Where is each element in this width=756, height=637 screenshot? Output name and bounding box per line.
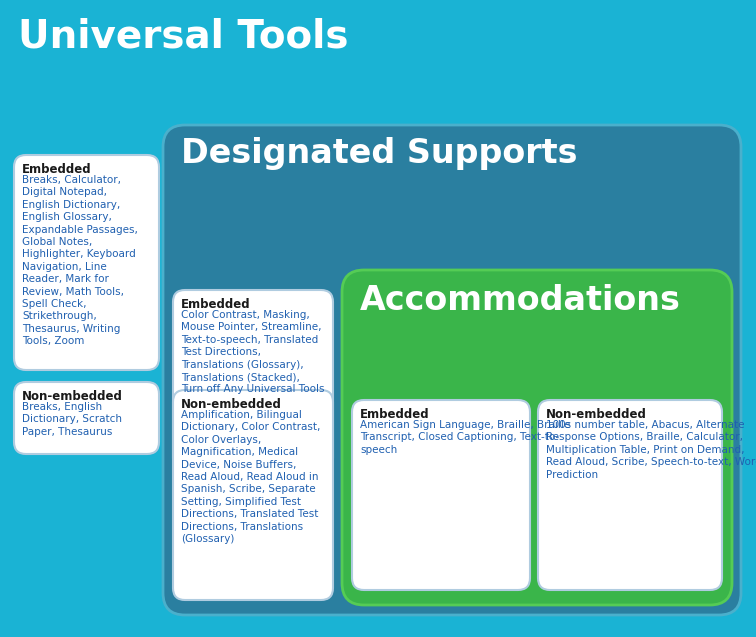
Text: Embedded: Embedded <box>181 298 251 311</box>
Text: Accommodations: Accommodations <box>360 284 681 317</box>
Text: American Sign Language, Braille, Braille
Transcript, Closed Captioning, Text-to-: American Sign Language, Braille, Braille… <box>360 420 570 455</box>
Text: Universal Tools: Universal Tools <box>18 18 349 56</box>
FancyBboxPatch shape <box>5 5 751 632</box>
FancyBboxPatch shape <box>173 290 333 470</box>
FancyBboxPatch shape <box>14 382 159 454</box>
FancyBboxPatch shape <box>173 390 333 600</box>
Text: Non-embedded: Non-embedded <box>546 408 647 421</box>
Text: Breaks, Calculator,
Digital Notepad,
English Dictionary,
English Glossary,
Expan: Breaks, Calculator, Digital Notepad, Eng… <box>22 175 138 346</box>
Text: 100s number table, Abacus, Alternate
Response Options, Braille, Calculator,
Mult: 100s number table, Abacus, Alternate Res… <box>546 420 756 480</box>
FancyBboxPatch shape <box>342 270 732 605</box>
Text: Color Contrast, Masking,
Mouse Pointer, Streamline,
Text-to-speech, Translated
T: Color Contrast, Masking, Mouse Pointer, … <box>181 310 324 394</box>
Text: Embedded: Embedded <box>360 408 429 421</box>
Text: Breaks, English
Dictionary, Scratch
Paper, Thesaurus: Breaks, English Dictionary, Scratch Pape… <box>22 402 122 437</box>
Text: Amplification, Bilingual
Dictionary, Color Contrast,
Color Overlays,
Magnificati: Amplification, Bilingual Dictionary, Col… <box>181 410 321 544</box>
FancyBboxPatch shape <box>163 125 741 615</box>
Text: Designated Supports: Designated Supports <box>181 137 578 170</box>
Text: Non-embedded: Non-embedded <box>22 390 123 403</box>
Text: Non-embedded: Non-embedded <box>181 398 282 411</box>
FancyBboxPatch shape <box>538 400 722 590</box>
FancyBboxPatch shape <box>14 155 159 370</box>
FancyBboxPatch shape <box>352 400 530 590</box>
Text: Embedded: Embedded <box>22 163 91 176</box>
